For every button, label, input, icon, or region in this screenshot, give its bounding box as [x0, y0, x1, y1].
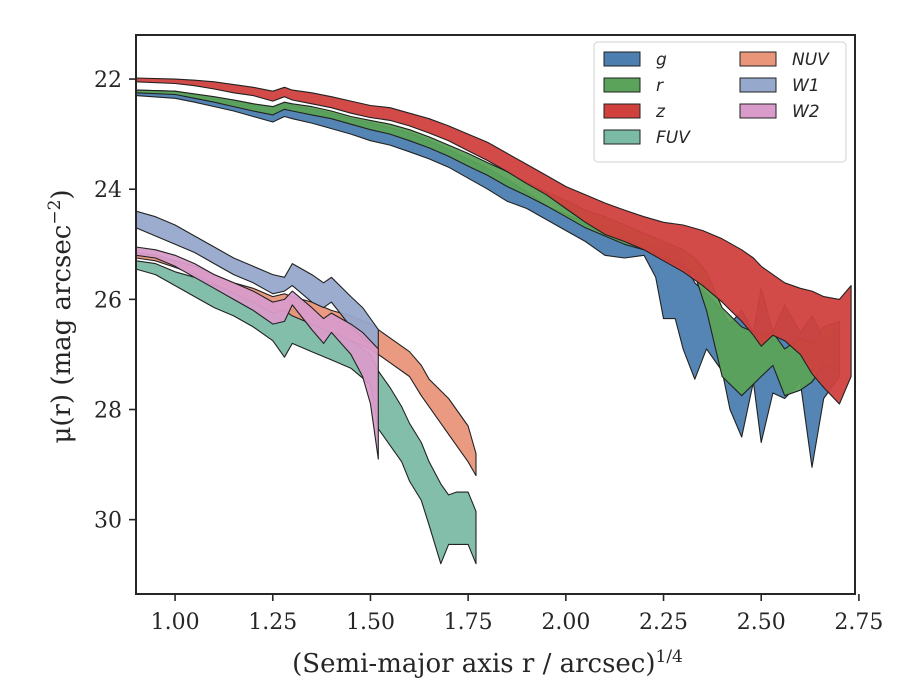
axes-layer: 1.00 1.25 1.50 1.75 2.00 2.25 2.50 2.75 22 24 26 28…: [45, 34, 883, 679]
legend-swatch-g: [603, 51, 641, 67]
legend-label-r: r: [656, 76, 664, 96]
series-bands: [136, 77, 852, 565]
plot-frame: [135, 34, 856, 595]
x-tick-label: 2.25: [639, 610, 688, 635]
legend: grz FUV NUV W1 W2: [593, 41, 847, 163]
x-tick-label: 1.00: [151, 610, 200, 635]
y-axis-label: μ(r) (mag arcsec−2): [45, 189, 77, 443]
x-tick-label: 1.75: [444, 610, 493, 635]
x-axis-label-superscript: 1/4: [656, 647, 683, 667]
x-tick-label: 1.50: [346, 610, 395, 635]
y-tick-label: 24: [94, 178, 122, 203]
legend-box: [593, 41, 847, 163]
series-layer: [136, 77, 852, 565]
legend-swatch-w2: [739, 103, 777, 119]
legend-swatch-fuv: [603, 129, 641, 145]
legend-label-nuv: NUV: [792, 50, 830, 70]
legend-label-g: g: [656, 50, 667, 70]
x-tick-label: 2.75: [834, 610, 883, 635]
legend-swatch-r: [603, 77, 641, 93]
y-tick-label: 30: [94, 509, 122, 534]
y-axis-label-close: ): [47, 189, 77, 199]
x-tick-label: 1.25: [248, 610, 297, 635]
x-axis-label: (Semi-major axis r / arcsec)1/4: [292, 647, 683, 679]
legend-swatch-z: [603, 103, 641, 119]
y-tick-label: 28: [94, 399, 122, 424]
y-axis-label-superscript: −2: [45, 200, 65, 225]
x-tick-label: 2.00: [541, 610, 590, 635]
series-band-z: [136, 77, 852, 405]
x-tick-label: 2.50: [737, 610, 786, 635]
y-tick-label: 22: [94, 68, 122, 93]
y-tick-label: 26: [94, 288, 122, 313]
legend-label-z: z: [655, 102, 666, 122]
legend-label-fuv: FUV: [656, 128, 691, 148]
legend-swatch-w1: [739, 77, 777, 93]
legend-label-w2: W2: [792, 102, 820, 122]
series-band-w2: [136, 246, 379, 460]
legend-swatch-nuv: [739, 51, 777, 67]
legend-label-w1: W1: [792, 76, 820, 96]
